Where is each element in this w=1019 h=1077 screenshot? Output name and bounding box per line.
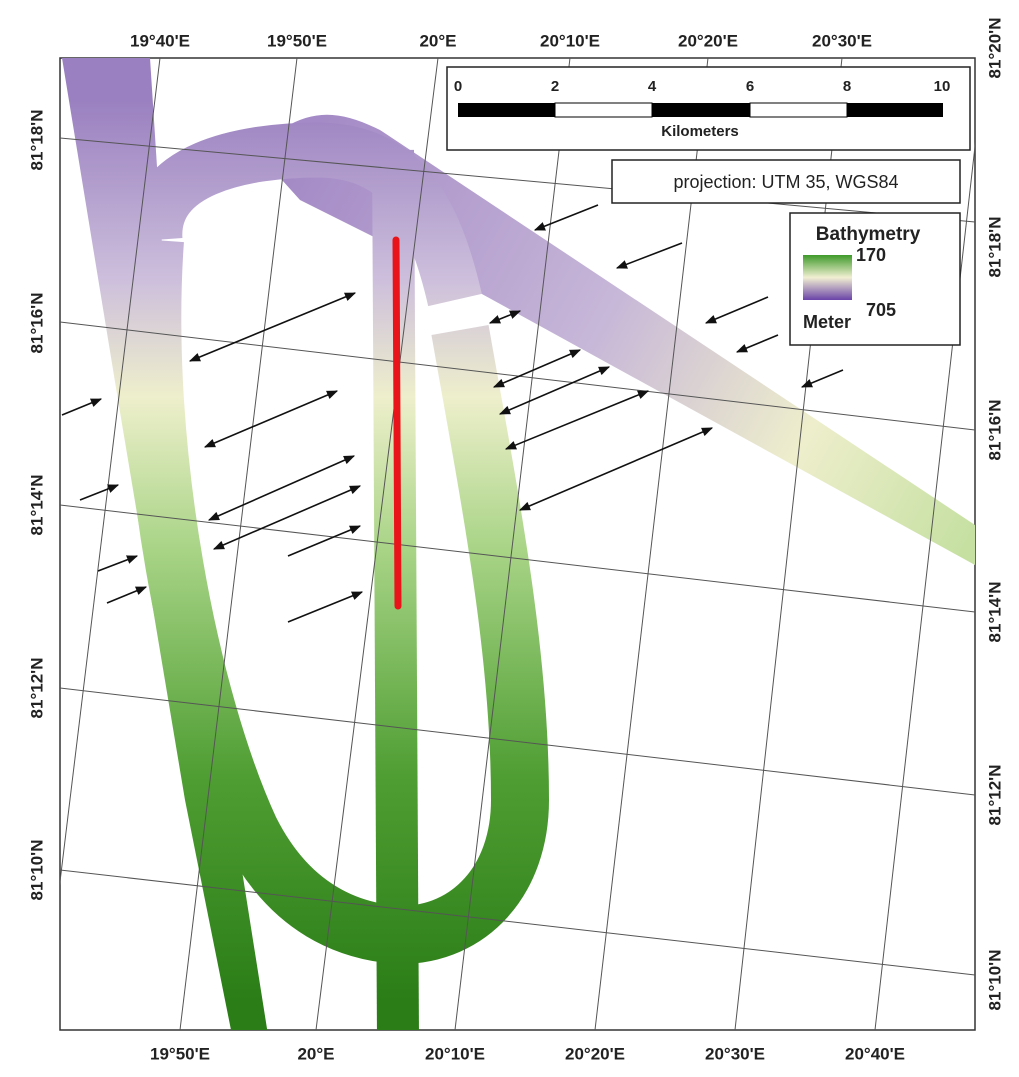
scale-tick-label: 6 bbox=[746, 78, 754, 95]
top-longitude-label: 19°50'E bbox=[267, 31, 327, 50]
scale-tick-label: 10 bbox=[934, 78, 951, 95]
right-latitude-label: 81°12'N bbox=[985, 765, 1004, 826]
right-latitude-label: 81°14'N bbox=[985, 582, 1004, 643]
legend-unit: Meter bbox=[803, 312, 851, 332]
top-longitude-label: 20°20'E bbox=[678, 31, 738, 50]
legend-title: Bathymetry bbox=[816, 224, 921, 245]
left-latitude-label: 81°12'N bbox=[27, 658, 46, 719]
legend-bottom-value: 705 bbox=[866, 300, 896, 320]
map-figure: projection: UTM 35, WGS84 Bathymetry 170… bbox=[0, 0, 1019, 1077]
left-latitude-label: 81°16'N bbox=[27, 293, 46, 354]
top-longitude-label: 20°30'E bbox=[812, 31, 872, 50]
top-longitude-label: 20°10'E bbox=[540, 31, 600, 50]
profile-line bbox=[396, 240, 398, 606]
legend-gradient bbox=[803, 255, 852, 300]
scale-tick-label: 8 bbox=[843, 78, 851, 95]
projection-note: projection: UTM 35, WGS84 bbox=[673, 172, 898, 192]
legend-top-value: 170 bbox=[856, 245, 886, 265]
scale-tick-label: 4 bbox=[648, 78, 657, 95]
bottom-longitude-label: 20°E bbox=[297, 1044, 334, 1063]
left-latitude-label: 81°10'N bbox=[27, 840, 46, 901]
bottom-longitude-label: 20°30'E bbox=[705, 1044, 765, 1063]
top-longitude-label: 20°E bbox=[419, 31, 456, 50]
left-latitude-label: 81°14'N bbox=[27, 475, 46, 536]
bottom-longitude-label: 20°40'E bbox=[845, 1044, 905, 1063]
right-latitude-label: 81°18'N bbox=[985, 217, 1004, 278]
right-latitude-label: 81°10'N bbox=[985, 950, 1004, 1011]
right-latitude-label: 81°20'N bbox=[985, 18, 1004, 79]
right-latitude-label: 81°16'N bbox=[985, 400, 1004, 461]
bottom-longitude-label: 19°50'E bbox=[150, 1044, 210, 1063]
scale-tick-label: 2 bbox=[551, 78, 559, 95]
scale-tick-label: 0 bbox=[454, 78, 462, 95]
scale-unit: Kilometers bbox=[661, 123, 739, 140]
bottom-longitude-label: 20°20'E bbox=[565, 1044, 625, 1063]
left-latitude-label: 81°18'N bbox=[27, 110, 46, 171]
top-longitude-label: 19°40'E bbox=[130, 31, 190, 50]
bottom-longitude-label: 20°10'E bbox=[425, 1044, 485, 1063]
